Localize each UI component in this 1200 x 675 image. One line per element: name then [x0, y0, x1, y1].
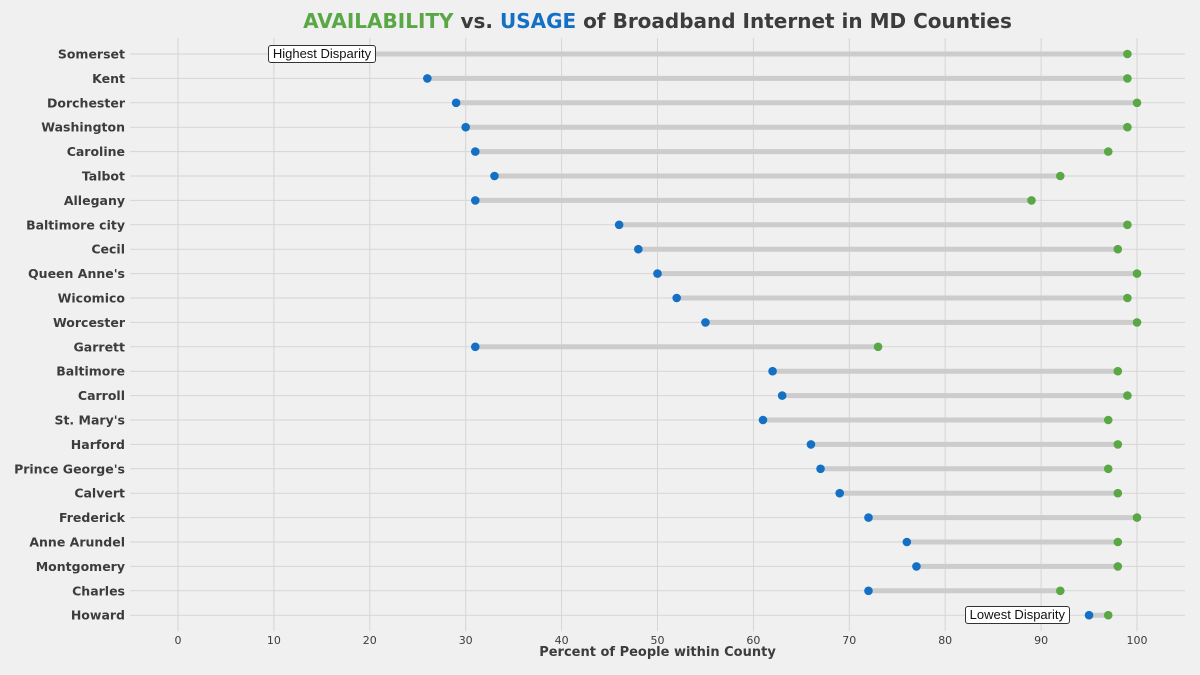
usage-point [451, 98, 461, 108]
x-tick-label: 50 [651, 634, 665, 647]
availability-point [1123, 74, 1132, 83]
title-usage: USAGE [500, 9, 577, 33]
county-label: Talbot [82, 169, 125, 184]
county-label: Cecil [91, 242, 125, 257]
county-label: Somerset [58, 47, 125, 62]
usage-point [470, 342, 480, 352]
x-tick-label: 10 [267, 634, 281, 647]
title-rest: of Broadband Internet in MD Counties [576, 9, 1012, 33]
county-label: Washington [41, 120, 125, 135]
availability-point [1055, 586, 1065, 596]
usage-point [672, 293, 681, 303]
x-tick-label: 100 [1127, 634, 1148, 647]
x-tick-label: 90 [1034, 634, 1048, 647]
usage-point [816, 464, 825, 474]
annotation-lowest-disparity: Lowest Disparity [964, 606, 1070, 625]
county-label: Queen Anne's [28, 266, 125, 281]
county-label: Allegany [64, 193, 125, 208]
availability-point [1113, 537, 1123, 547]
usage-point [470, 196, 480, 205]
annotation-highest-disparity: Highest Disparity [267, 45, 377, 63]
usage-point [470, 147, 480, 156]
availability-point [1103, 610, 1113, 620]
county-label: Dorchester [47, 95, 126, 110]
usage-point [758, 415, 768, 425]
usage-point [653, 269, 662, 278]
chart-title: AVAILABILITY vs. USAGE of Broadband Inte… [0, 9, 1200, 33]
x-tick-label: 30 [459, 634, 473, 647]
county-label: Prince George's [14, 461, 125, 476]
availability-point [1132, 269, 1142, 278]
availability-point [1113, 440, 1123, 449]
title-vs: vs. [453, 9, 500, 33]
usage-point [701, 318, 710, 327]
availability-point [1103, 147, 1113, 156]
availability-point [1113, 366, 1123, 376]
usage-point [614, 220, 624, 230]
availability-point [1113, 562, 1123, 571]
availability-point [1123, 293, 1132, 303]
x-tick-label: 40 [555, 634, 569, 647]
availability-point [1123, 49, 1132, 59]
usage-point [864, 586, 873, 596]
usage-point [1084, 610, 1094, 620]
x-tick-label: 80 [938, 634, 952, 647]
availability-point [1113, 488, 1123, 498]
x-tick-label: 20 [363, 634, 377, 647]
x-tick-label: 0 [175, 634, 182, 647]
availability-point [1103, 464, 1113, 474]
county-label: Calvert [74, 486, 125, 501]
usage-point [835, 488, 845, 498]
usage-point [912, 562, 921, 571]
availability-point [1123, 391, 1132, 400]
usage-point [864, 513, 873, 522]
availability-point [1103, 415, 1113, 425]
usage-point [768, 366, 777, 376]
availability-point [1123, 122, 1132, 132]
availability-point [1123, 220, 1132, 230]
county-label: Baltimore [56, 364, 125, 379]
county-label: Kent [92, 71, 125, 86]
county-label: Garrett [74, 339, 125, 354]
usage-point [461, 122, 471, 132]
county-label: Caroline [67, 144, 125, 159]
x-tick-label: 60 [746, 634, 760, 647]
availability-point [1132, 318, 1142, 327]
availability-point [1055, 171, 1065, 181]
x-axis-label: Percent of People within County [539, 645, 776, 660]
availability-point [1113, 244, 1123, 254]
county-label: Harford [71, 437, 125, 452]
usage-point [777, 391, 787, 400]
county-label: Charles [72, 583, 125, 598]
usage-point [902, 537, 912, 547]
availability-point [873, 342, 883, 352]
usage-point [634, 244, 643, 254]
title-availability: AVAILABILITY [303, 9, 454, 33]
availability-point [1027, 196, 1036, 205]
x-tick-label: 70 [842, 634, 856, 647]
county-label: Montgomery [36, 559, 125, 574]
county-label: Wicomico [58, 291, 126, 306]
county-label: Frederick [59, 510, 126, 525]
availability-point [1132, 513, 1142, 522]
county-label: Carroll [78, 388, 125, 403]
usage-point [806, 440, 816, 449]
county-label: St. Mary's [54, 413, 125, 428]
county-label: Howard [71, 608, 125, 623]
county-label: Anne Arundel [29, 535, 125, 550]
usage-point [423, 74, 432, 83]
usage-point [490, 171, 499, 181]
county-label: Baltimore city [26, 217, 125, 232]
county-label: Worcester [53, 315, 126, 330]
availability-point [1132, 98, 1142, 108]
